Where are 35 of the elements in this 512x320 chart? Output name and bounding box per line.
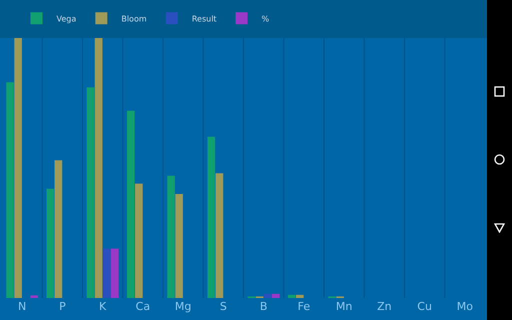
x-tick-label: Mg [174,300,192,313]
x-tick-label: Zn [377,300,392,313]
legend-label: Result [192,14,217,24]
bar [6,82,14,298]
bar [46,188,54,298]
bar [216,173,224,298]
bar [126,110,135,298]
bar [288,294,296,298]
bar [102,248,110,298]
x-tick-label: N [18,300,26,313]
bar [207,136,216,298]
x-tick-label: P [59,300,66,313]
x-tick-label: Mn [336,300,352,313]
legend-label: % [262,14,270,24]
bar [272,294,280,298]
bar [110,248,119,298]
bar [175,194,183,298]
bar [14,38,22,298]
bar [296,294,304,298]
x-tick-label: K [99,300,108,313]
x-tick-label: Cu [417,300,432,313]
bar [94,38,102,298]
bar [30,295,38,298]
x-tick-label: Mo [456,300,474,313]
legend-label: Bloom [121,14,147,24]
bar [264,294,272,298]
x-tick-label: Fe [298,300,310,313]
bar [135,184,143,298]
legend-label: Vega [56,14,76,24]
x-tick-label: B [260,300,268,313]
x-tick-label: Ca [136,300,150,313]
x-tick-label: S [220,300,227,313]
bar [86,87,94,298]
bar [54,160,62,298]
bar [167,176,175,298]
